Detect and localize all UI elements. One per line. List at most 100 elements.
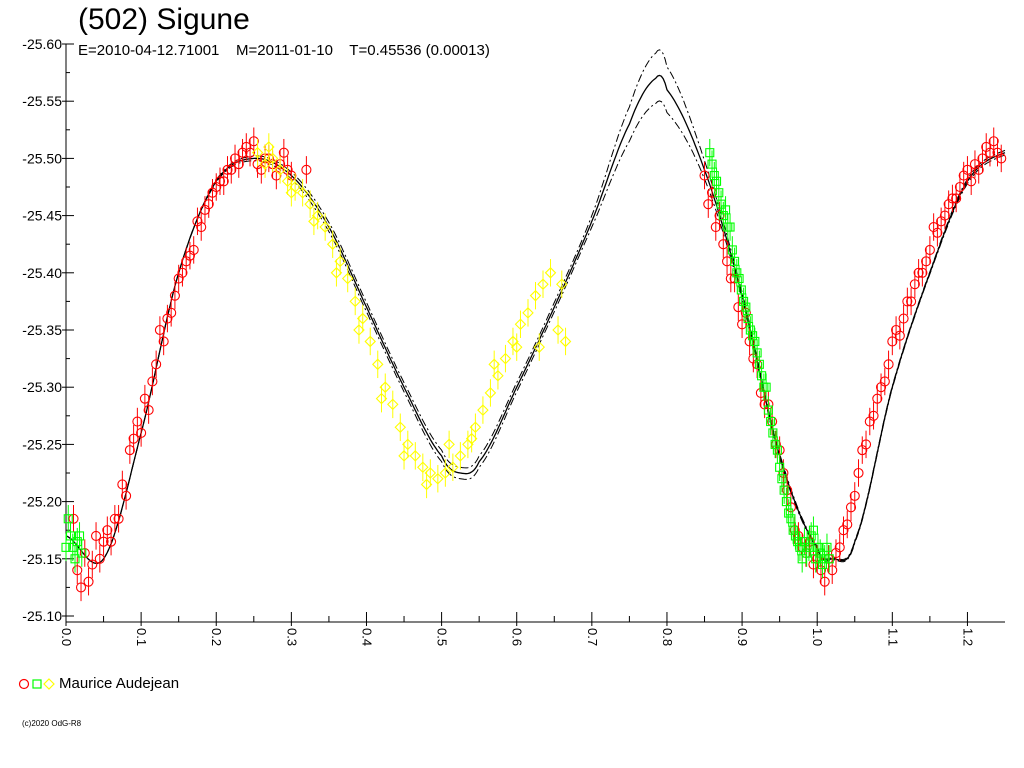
data-point [924,244,935,255]
data-point [222,164,233,175]
chart-subtitle: E=2010-04-12.71001 M=2011-01-10 T=0.4553… [78,42,490,59]
data-point [420,478,433,491]
data-point [432,472,444,485]
data-point [830,548,842,559]
y-tick-label: -25.55 [22,93,62,109]
copyright-text: (c)2020 OdG-R8 [22,719,82,728]
data-point [128,433,139,444]
data-point [705,148,715,158]
data-point [817,559,828,570]
data-point [83,576,94,587]
y-tick-label: -25.45 [22,208,62,224]
data-point [744,336,755,347]
data-point [90,530,102,541]
data-point [484,387,497,399]
data-point [804,536,815,547]
data-point [522,307,534,319]
data-point [75,582,87,593]
legend-markers [18,678,55,690]
data-point [181,256,192,267]
data-point [214,176,226,187]
data-point [736,285,746,295]
data-point [173,273,184,284]
data-point [285,186,298,199]
data-point [326,238,339,250]
data-point [781,497,791,507]
x-tick-label: 1.0 [810,628,825,646]
data-point [755,387,766,398]
data-point [529,289,542,302]
axes [62,43,1005,626]
data-point [488,358,500,371]
data-point [154,324,165,336]
data-point [259,158,271,170]
data-point [203,199,214,210]
data-point [868,410,879,421]
data-point [721,205,731,215]
x-tick-label: 1.2 [960,628,975,646]
y-tick-label: -25.40 [22,265,62,281]
x-tick-label: 0.3 [284,628,299,646]
data-point [244,147,256,158]
data-point [808,525,818,535]
data-point [714,188,724,198]
data-point [454,450,467,462]
data-point [996,153,1007,164]
data-point [981,141,992,153]
data-point [443,438,455,451]
x-tick-label: 0.1 [134,628,149,646]
data-point [319,221,331,233]
data-point [853,467,864,479]
data-point [263,141,275,153]
data-point [898,313,909,324]
data-point [842,519,853,530]
data-point [779,485,789,495]
data-point [330,267,343,279]
data-point [913,267,924,278]
data-point [845,502,857,513]
data-point [743,314,753,324]
y-tick-labels: -25.60 -25.55 -25.50 -25.45 -25.40 -25.35 -25.… [22,36,62,624]
y-tick-label: -25.30 [22,379,62,395]
data-point [109,513,120,524]
data-point [725,222,735,232]
data-point [251,146,264,159]
data-point [734,273,744,284]
data-point [815,565,827,576]
data-point [891,324,902,336]
data-point [552,324,564,336]
data-point [813,542,823,552]
data-point [879,376,890,387]
data-point [802,548,812,558]
data-point [226,164,237,175]
fit-curve-upper-envelope [65,49,1006,564]
data-point [804,542,814,552]
data-point [533,341,546,353]
fit-curve-lower-envelope [65,100,1006,564]
data-point [838,525,849,536]
data-point [962,164,973,175]
data-point [822,542,832,552]
data-point [537,278,549,291]
data-point [196,221,207,233]
data-point [241,141,252,153]
y-tick-label: -25.15 [22,551,62,567]
data-point [371,358,384,371]
data-point [737,319,748,330]
x-tick-label: 0.7 [585,628,600,646]
data-point [304,198,316,210]
data-point [375,392,388,405]
x-tick-label: 0.9 [735,628,750,646]
data-point [917,267,928,278]
data-point [748,331,758,341]
data-point [752,348,762,358]
data-point [733,302,744,313]
data-point [834,542,845,553]
data-point [936,216,947,227]
data-point [784,508,794,518]
data-point [763,405,773,415]
chart-title: (502) Sigune [78,3,250,36]
data-point [947,193,958,204]
data-point [857,445,868,456]
data-point [732,268,742,278]
